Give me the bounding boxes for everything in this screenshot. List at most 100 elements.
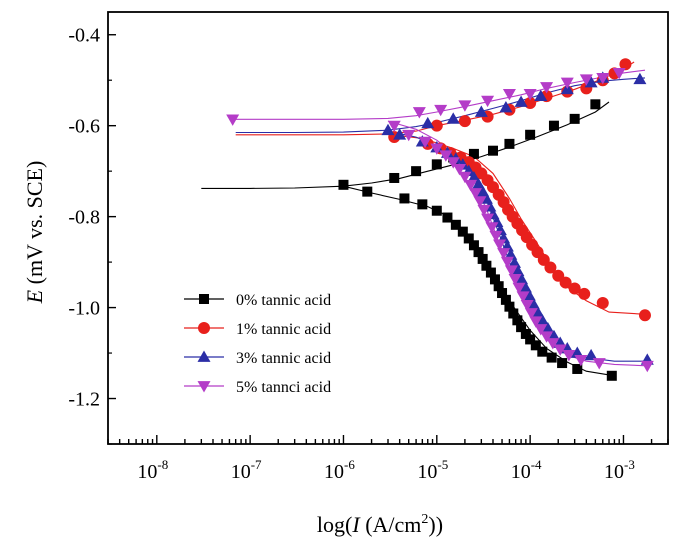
series-2-point: [515, 272, 529, 285]
y-tick-label: -1.0: [68, 298, 100, 320]
legend-label: 5% tannci acid: [236, 379, 331, 396]
series-0-point: [572, 363, 583, 374]
series-1-point: [458, 115, 471, 128]
series-3-point: [481, 95, 495, 108]
series-2-point: [535, 313, 549, 326]
series-3-point: [540, 331, 554, 343]
series-3-point: [469, 188, 483, 200]
series-3-point: [574, 354, 588, 367]
series-2-point: [474, 105, 488, 117]
legend-marker: [199, 294, 209, 304]
series-0-point: [389, 172, 400, 183]
series-2-point: [534, 89, 548, 102]
x-tick-base: 10: [137, 461, 157, 483]
axis-labels: log(I (A/cm2)) E (mV vs. SCE): [22, 161, 443, 537]
series-2-point: [393, 128, 407, 140]
series-0-point: [590, 99, 601, 110]
series-0-point: [417, 199, 428, 210]
x-tick-exponent: -5: [437, 457, 448, 472]
legend-marker: [197, 350, 211, 362]
series-3-point: [502, 88, 516, 101]
series-3-point: [439, 150, 453, 162]
series-2-point: [472, 177, 486, 190]
series-0-point: [512, 315, 523, 326]
series-0-point: [489, 274, 500, 285]
series-2-point: [446, 112, 460, 124]
series-1-point: [638, 309, 651, 322]
series-0-point: [457, 226, 468, 237]
x-tick-label: 10-3: [604, 457, 635, 483]
series-3-point: [516, 291, 530, 303]
series-2-point: [584, 75, 598, 88]
x-tick-exponent: -4: [531, 457, 542, 472]
legend-marker: [197, 381, 211, 393]
series-3-point: [402, 129, 416, 142]
series-0-point: [431, 159, 442, 170]
y-tick-label: -0.4: [68, 25, 100, 47]
series-0-point: [463, 233, 474, 244]
series-1-point: [619, 58, 632, 71]
y-title-italic: E: [22, 289, 47, 304]
series-3-point: [497, 248, 511, 260]
series-1-point: [524, 96, 537, 109]
y-axis-title: E (mV vs. SCE): [22, 161, 47, 305]
series-0-point: [537, 346, 548, 357]
series-0-point: [525, 334, 536, 345]
legend-label: 0% tannic acid: [236, 292, 331, 309]
series-2-point: [514, 95, 528, 107]
legend-label: 3% tannic acid: [236, 350, 331, 367]
series-3-point: [430, 143, 444, 155]
series-points: [226, 58, 654, 381]
series-0-point: [606, 370, 617, 381]
legend-label: 1% tannic acid: [236, 321, 331, 338]
series-0-point: [500, 294, 511, 305]
y-tick-label: -0.8: [68, 207, 100, 229]
series-3-point: [504, 265, 518, 277]
x-tick-base: 10: [231, 461, 251, 483]
series-3-point: [226, 114, 240, 126]
series-0-point: [557, 358, 568, 369]
series-2-point: [511, 264, 525, 277]
series-0-point: [485, 267, 496, 278]
series-2-point: [499, 100, 513, 113]
series-0-point: [546, 352, 557, 363]
series-0-point: [362, 186, 373, 197]
axis-ticks: 10-8 10-7 10-6 10-5 10-4 10-3-0.4-0.6-0.8-1.0…: [68, 25, 669, 483]
series-3-point: [477, 204, 491, 217]
series-0-point: [548, 120, 559, 131]
series-1-point: [430, 119, 443, 132]
series-0-point: [473, 247, 484, 258]
x-tick-exponent: -3: [624, 457, 635, 472]
x-tick-base: 10: [604, 461, 624, 483]
series-3-point: [546, 338, 560, 350]
series-3-point: [412, 107, 426, 119]
legend: 0% tannic acid 1% tannic acid 3% tannic ac…: [184, 292, 331, 396]
x-tick-label: 10-6: [324, 457, 355, 483]
series-2-point: [541, 321, 555, 334]
series-1-point: [578, 287, 591, 300]
series-1-point: [544, 261, 557, 274]
series-2-point: [381, 123, 395, 136]
series-1-point: [596, 297, 609, 310]
series-0-point: [504, 301, 515, 312]
x-title-superscript: 2: [421, 512, 428, 527]
series-3-point: [553, 344, 567, 356]
series-0-point: [487, 145, 498, 156]
series-2-point: [522, 289, 536, 301]
series-0-point: [338, 179, 349, 190]
x-tick-label: 10-5: [417, 457, 448, 483]
x-tick-base: 10: [324, 461, 344, 483]
series-3-point: [500, 256, 514, 269]
y-title-part: (mV vs. SCE): [22, 161, 47, 290]
series-3-point: [560, 77, 574, 89]
series-0-point: [497, 288, 508, 299]
series-0-point: [442, 212, 453, 223]
x-tick-base: 10: [417, 461, 437, 483]
series-0-point: [481, 260, 492, 271]
series-3-point: [524, 308, 538, 320]
x-tick-base: 10: [511, 461, 531, 483]
x-tick-label: 10-4: [511, 457, 542, 483]
series-3-point: [523, 88, 537, 101]
series-1-point: [568, 282, 581, 295]
